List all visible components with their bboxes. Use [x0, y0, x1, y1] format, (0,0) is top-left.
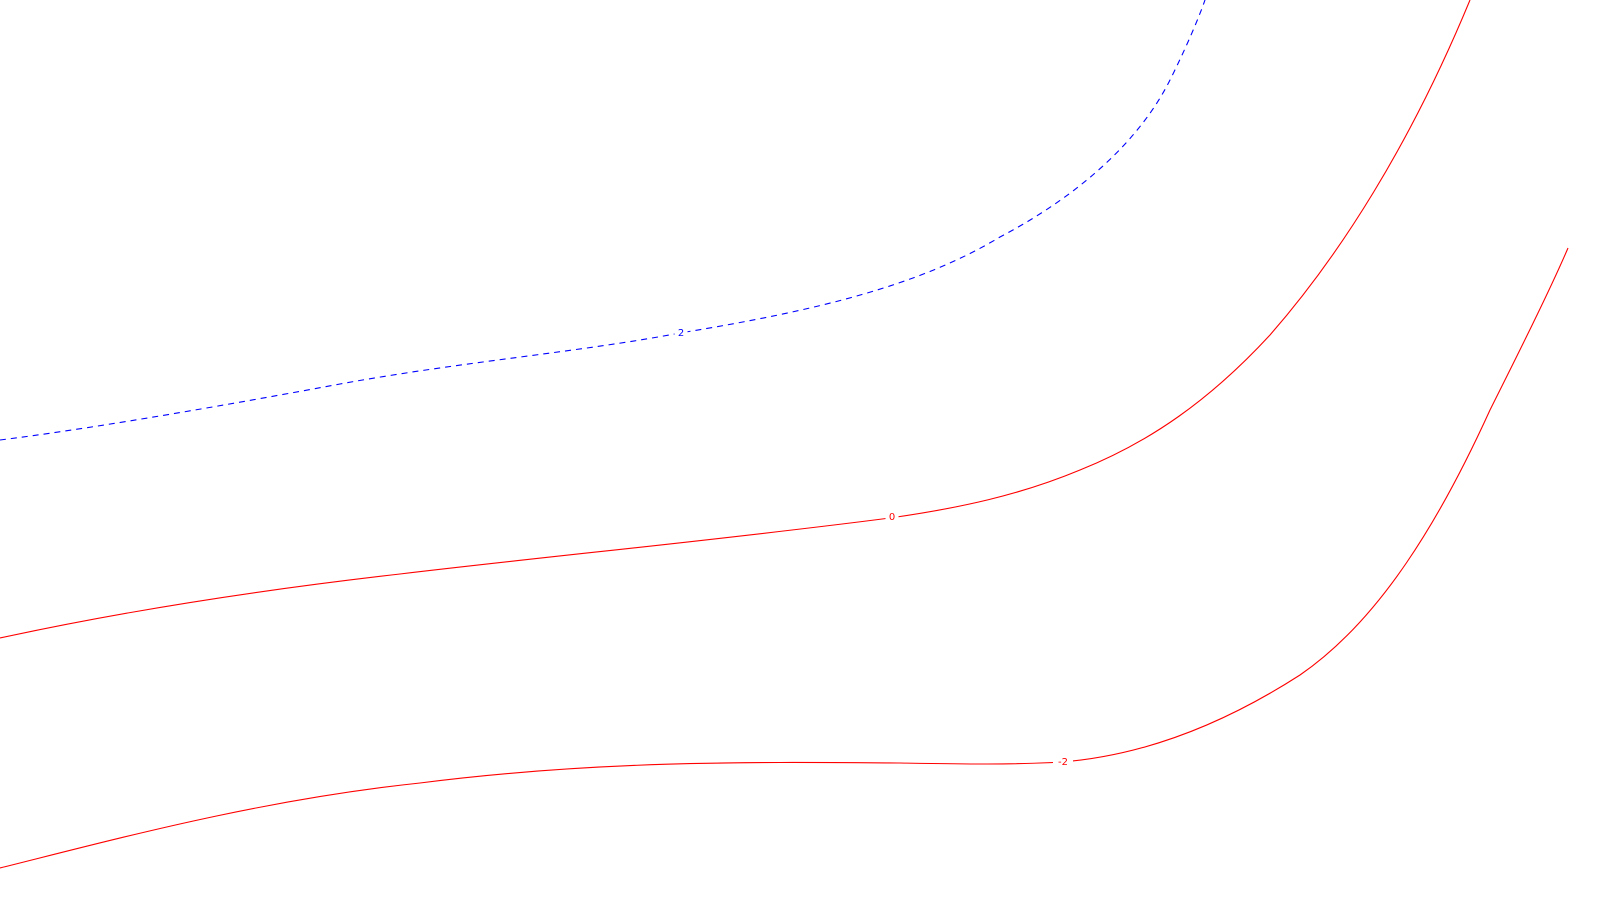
contour-label-background — [674, 327, 688, 339]
contour-line-level-2 — [0, 0, 1206, 441]
contour-line-level-0 — [0, 0, 1471, 639]
contour-lines: 2 0 -2 — [0, 0, 1569, 869]
contour-label: 2 — [678, 328, 684, 339]
contour-label: 0 — [889, 512, 895, 523]
contour-label-background — [885, 511, 899, 523]
contour-label: -2 — [1058, 757, 1068, 768]
contour-line-level-neg2 — [0, 247, 1569, 869]
contour-label-background — [1053, 756, 1073, 768]
